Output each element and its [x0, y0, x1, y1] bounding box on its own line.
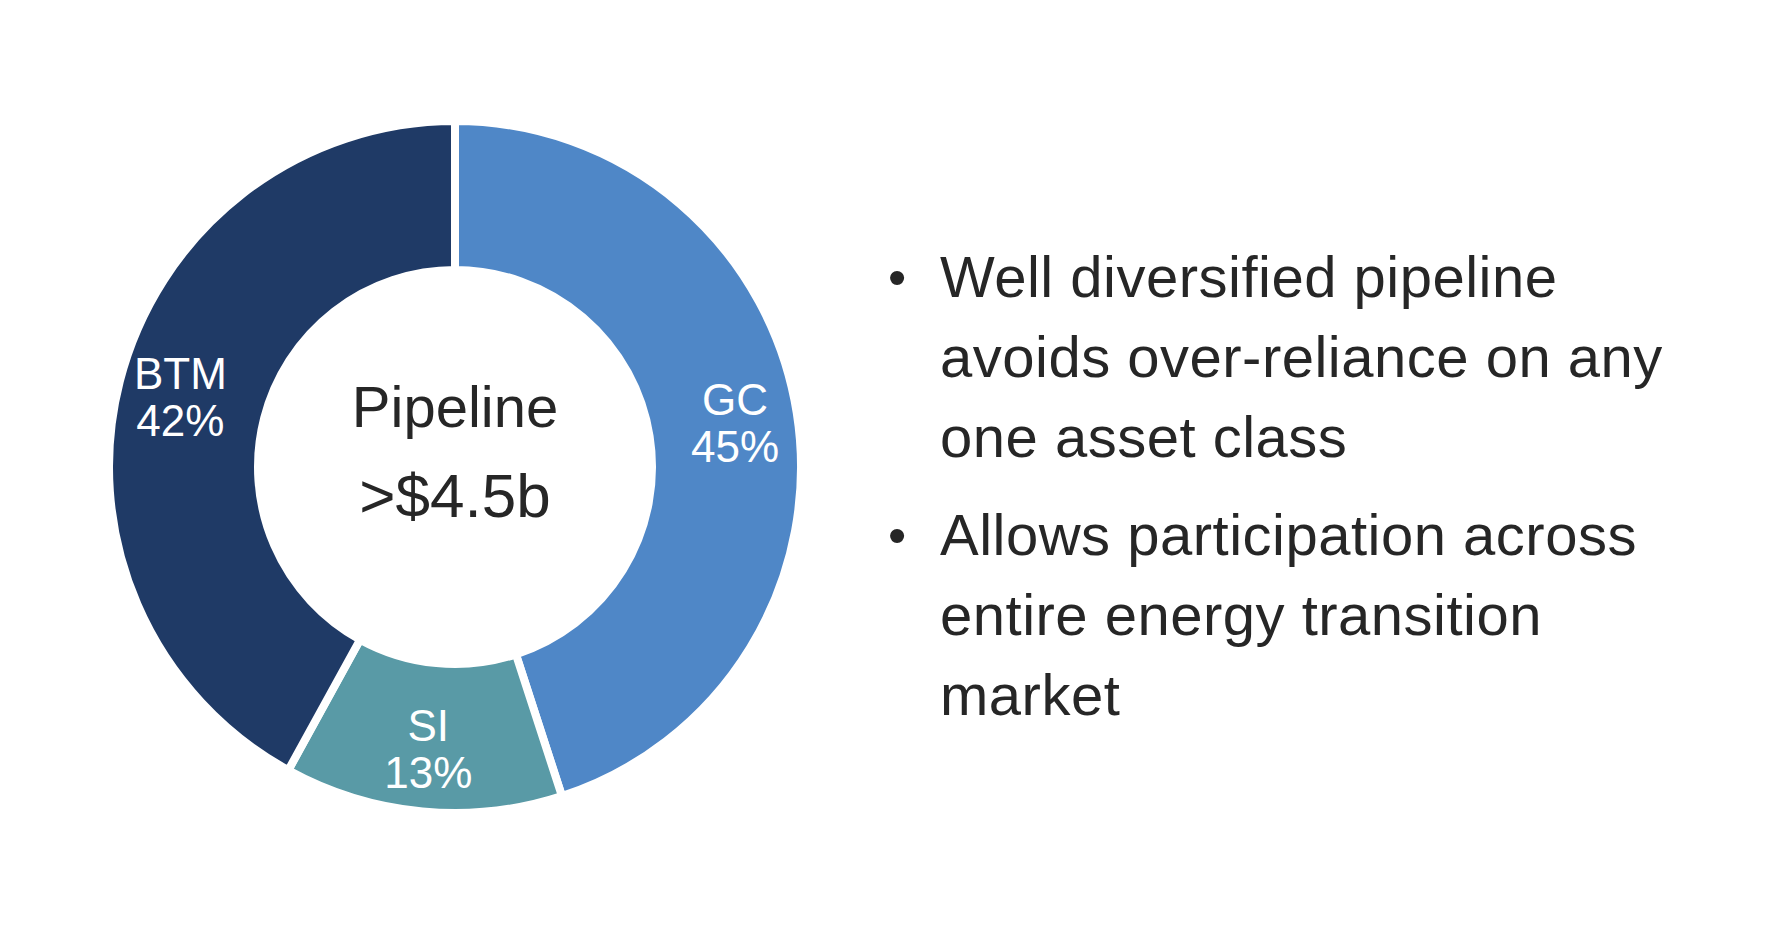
bullet-icon: • [888, 237, 940, 317]
bullet-item-participation: • Allows participation across entire ene… [888, 495, 1718, 735]
bullet-text-participation: Allows participation across entire energ… [940, 495, 1700, 735]
bullet-icon: • [888, 495, 940, 575]
donut-slice-label-btm: BTM42% [134, 349, 227, 445]
pipeline-donut-chart: GC45%SI13%BTM42% Pipeline >$4.5b [0, 0, 910, 925]
bullet-item-diversified: • Well diversified pipeline avoids over-… [888, 237, 1718, 477]
key-points-list: • Well diversified pipeline avoids over-… [888, 237, 1718, 753]
donut-center-value: >$4.5b [359, 461, 550, 530]
slide: GC45%SI13%BTM42% Pipeline >$4.5b • Well … [0, 0, 1776, 925]
bullet-text-diversified: Well diversified pipeline avoids over-re… [940, 237, 1700, 477]
donut-center-title: Pipeline [352, 374, 558, 439]
donut-slice-label-gc: GC45% [691, 375, 779, 471]
